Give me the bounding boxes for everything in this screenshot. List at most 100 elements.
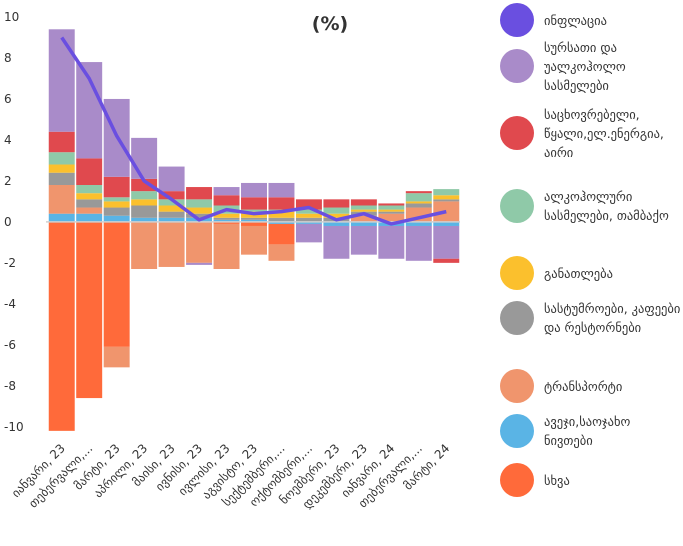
legend-swatch xyxy=(500,301,534,335)
bar-segment xyxy=(433,199,460,202)
bar-segment xyxy=(295,209,322,214)
bar-segment xyxy=(186,199,213,208)
bar-segment xyxy=(268,221,295,224)
y-tick-label: -6 xyxy=(4,338,16,352)
y-tick-label: -4 xyxy=(4,297,16,311)
bar-segment xyxy=(186,213,213,218)
bar-segment xyxy=(378,213,405,222)
bar-segment xyxy=(131,199,158,206)
y-tick-label: 6 xyxy=(4,92,12,106)
bar-segment xyxy=(323,207,350,214)
bar-segment xyxy=(186,207,213,214)
bar-segment xyxy=(323,213,350,218)
bar-segment xyxy=(76,185,103,194)
bar-segment xyxy=(295,223,322,243)
bar-segment xyxy=(433,189,460,196)
bar-segment xyxy=(350,209,377,212)
bar-segment xyxy=(323,199,350,208)
bar-segment xyxy=(103,197,130,202)
bar-segment xyxy=(241,209,267,212)
bar-segment xyxy=(268,244,295,261)
y-tick-label: 2 xyxy=(4,174,12,188)
bar-segment xyxy=(295,199,322,210)
bar-segment xyxy=(405,203,432,208)
inflation-line xyxy=(60,36,447,226)
y-tick-label: 10 xyxy=(4,10,19,24)
bar-segment xyxy=(350,199,377,206)
bar-segment xyxy=(131,191,158,200)
bar-segment xyxy=(268,223,295,245)
bar-segment xyxy=(186,187,213,200)
y-tick-label: 4 xyxy=(4,133,12,147)
legend-label: სურსათი და უალკოჰოლო სასმელები xyxy=(544,39,626,93)
bar-segment xyxy=(295,221,322,224)
bar-segment xyxy=(48,185,75,214)
bar-segment xyxy=(131,178,158,192)
bar-segment xyxy=(158,217,185,222)
bar-segment xyxy=(405,221,432,226)
bar-segment xyxy=(268,211,295,218)
bar-segment xyxy=(241,182,267,198)
bar-segment xyxy=(158,221,185,267)
bar-segment xyxy=(103,215,130,222)
legend-swatch xyxy=(500,369,534,403)
bar-segment xyxy=(76,199,103,208)
chart-title: (%) xyxy=(312,13,348,35)
bar-segment xyxy=(241,225,267,255)
bar-segment xyxy=(48,221,75,431)
legend-swatch xyxy=(500,463,534,497)
legend-swatch xyxy=(500,116,534,150)
bar-segment xyxy=(405,201,432,204)
legend-swatch xyxy=(500,189,534,223)
bar-segment xyxy=(350,215,377,222)
bar-segment xyxy=(241,219,267,222)
bar-segment xyxy=(378,211,405,214)
bar-segment xyxy=(295,213,322,218)
y-tick-label: 8 xyxy=(4,51,12,65)
bar-segment xyxy=(433,258,460,263)
legend-swatch xyxy=(500,256,534,290)
bar-segment xyxy=(378,209,405,212)
bar-segment xyxy=(213,223,240,269)
bar-segment xyxy=(103,207,130,216)
y-tick-label: -10 xyxy=(4,420,24,434)
bar-segment xyxy=(213,219,240,222)
bar-segment xyxy=(268,197,295,210)
bar-segment xyxy=(213,221,240,224)
legend-label: ალკოჰოლური სასმელები, თამბაქო xyxy=(544,189,669,223)
legend-label: სხვა xyxy=(544,472,570,488)
bar-segment xyxy=(48,213,75,222)
bar-segment xyxy=(378,225,405,259)
bar-segment xyxy=(158,211,185,218)
bar-segment xyxy=(241,197,267,210)
bar-segment xyxy=(433,221,460,226)
legend-label: ინფლაცია xyxy=(544,12,607,28)
legend-label: საცხოვრებელი, წყალი,ელ.ენერგია, აირი xyxy=(544,106,664,160)
bar-segment xyxy=(103,346,130,368)
bar-segment xyxy=(350,225,377,255)
bar-segment xyxy=(241,217,267,220)
bar-segment xyxy=(213,195,240,206)
bar-segment xyxy=(405,225,432,261)
bar-segment xyxy=(350,221,377,226)
bar-segment xyxy=(131,205,158,218)
y-tick-label: -2 xyxy=(4,256,16,270)
bar-segment xyxy=(158,199,185,206)
bar-segment xyxy=(76,193,103,200)
bar-segment xyxy=(103,201,130,208)
bar-segment xyxy=(76,213,103,222)
bar-segment xyxy=(378,205,405,210)
bar-segment xyxy=(186,262,213,265)
legend-label: სასტუმროები, კაფეები და რესტორნები xyxy=(544,301,681,335)
bar-segment xyxy=(378,203,405,206)
bar-segment xyxy=(48,131,75,153)
bar-segment xyxy=(48,29,75,132)
bar-segment xyxy=(405,193,432,202)
bar-segment xyxy=(323,221,350,226)
bar-segment xyxy=(76,158,103,185)
bar-segment xyxy=(158,205,185,212)
legend-swatch xyxy=(500,414,534,448)
legend-label: განათლება xyxy=(544,265,613,281)
bar-segment xyxy=(405,191,432,194)
bar-segment xyxy=(48,152,75,165)
